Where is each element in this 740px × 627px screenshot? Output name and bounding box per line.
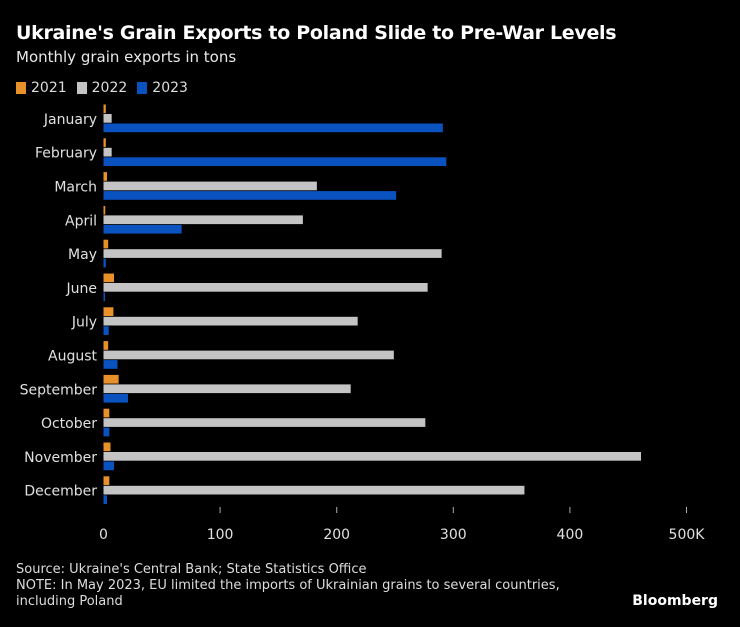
legend-item-2021: 2021 xyxy=(16,80,67,96)
legend-label-2021: 2021 xyxy=(31,80,67,96)
category-label: September xyxy=(20,382,98,398)
bar-2023-april xyxy=(103,224,182,234)
category-label: February xyxy=(35,146,97,162)
bar-2022-july xyxy=(103,316,358,326)
bar-2023-may xyxy=(103,258,106,268)
bar-2022-may xyxy=(103,249,442,258)
category-label: December xyxy=(24,484,97,500)
legend-label-2022: 2022 xyxy=(91,80,128,96)
x-tick-label: 500K xyxy=(669,527,706,543)
chart-title: Ukraine's Grain Exports to Poland Slide … xyxy=(16,22,617,44)
bar-2022-december xyxy=(103,485,525,495)
category-label: July xyxy=(71,315,97,331)
bar-2022-january xyxy=(103,114,112,123)
bar-2021-october xyxy=(103,408,110,418)
bar-2021-august xyxy=(103,341,109,350)
bar-2021-april xyxy=(103,205,106,215)
legend-item-2022: 2022 xyxy=(76,80,128,96)
legend-swatch-2023 xyxy=(137,82,148,94)
bar-2022-november xyxy=(103,452,642,461)
bar-2022-june xyxy=(103,283,428,292)
x-tick-label: 400 xyxy=(557,527,584,543)
bar-2021-july xyxy=(103,307,114,316)
legend: 2021 2022 2023 xyxy=(16,80,188,96)
category-label: October xyxy=(41,416,97,432)
bar-2022-september xyxy=(103,384,351,394)
category-label: March xyxy=(54,180,97,196)
bar-2022-february xyxy=(103,147,112,157)
x-tick-label: 300 xyxy=(440,527,467,543)
bar-2023-july xyxy=(103,326,109,335)
category-label: June xyxy=(66,281,98,297)
bar-2021-june xyxy=(103,273,114,283)
category-label: August xyxy=(48,349,98,365)
bar-2022-august xyxy=(103,350,394,360)
category-label: April xyxy=(65,213,97,229)
bar-2023-february xyxy=(103,157,447,166)
bar-2023-october xyxy=(103,427,110,437)
bar-2021-may xyxy=(103,239,109,249)
bar-2023-june xyxy=(103,292,105,302)
legend-label-2023: 2023 xyxy=(152,80,188,96)
footnote: NOTE: In May 2023, EU limited the import… xyxy=(16,578,560,609)
category-label: January xyxy=(43,112,97,128)
category-label: November xyxy=(24,450,97,466)
x-tick-label: 100 xyxy=(207,527,234,543)
bar-2023-december xyxy=(103,495,107,504)
x-tick-label: 200 xyxy=(323,527,350,543)
bar-2023-august xyxy=(103,360,118,369)
bar-2023-november xyxy=(103,461,114,471)
bar-2023-september xyxy=(103,393,128,403)
legend-swatch-2022 xyxy=(76,82,87,94)
legend-item-2023: 2023 xyxy=(137,80,188,96)
bar-2021-february xyxy=(103,138,106,147)
bar-2022-october xyxy=(103,418,426,427)
bar-2021-december xyxy=(103,476,110,485)
chart-subtitle: Monthly grain exports in tons xyxy=(16,48,237,66)
footer: Source: Ukraine's Central Bank; State St… xyxy=(16,562,576,610)
x-tick-label: 0 xyxy=(99,527,108,543)
bloomberg-logo: Bloomberg xyxy=(632,593,718,609)
bar-2023-march xyxy=(103,191,397,200)
bar-2021-september xyxy=(103,374,119,384)
category-label: May xyxy=(68,247,97,263)
legend-swatch-2021 xyxy=(16,82,26,94)
source-note: Source: Ukraine's Central Bank; State St… xyxy=(16,562,367,577)
bar-2022-march xyxy=(103,181,317,191)
bar-2021-november xyxy=(103,442,111,452)
bar-2021-january xyxy=(103,104,106,114)
bar-2022-april xyxy=(103,215,303,225)
bar-2021-march xyxy=(103,172,107,181)
bar-2023-january xyxy=(103,123,443,133)
